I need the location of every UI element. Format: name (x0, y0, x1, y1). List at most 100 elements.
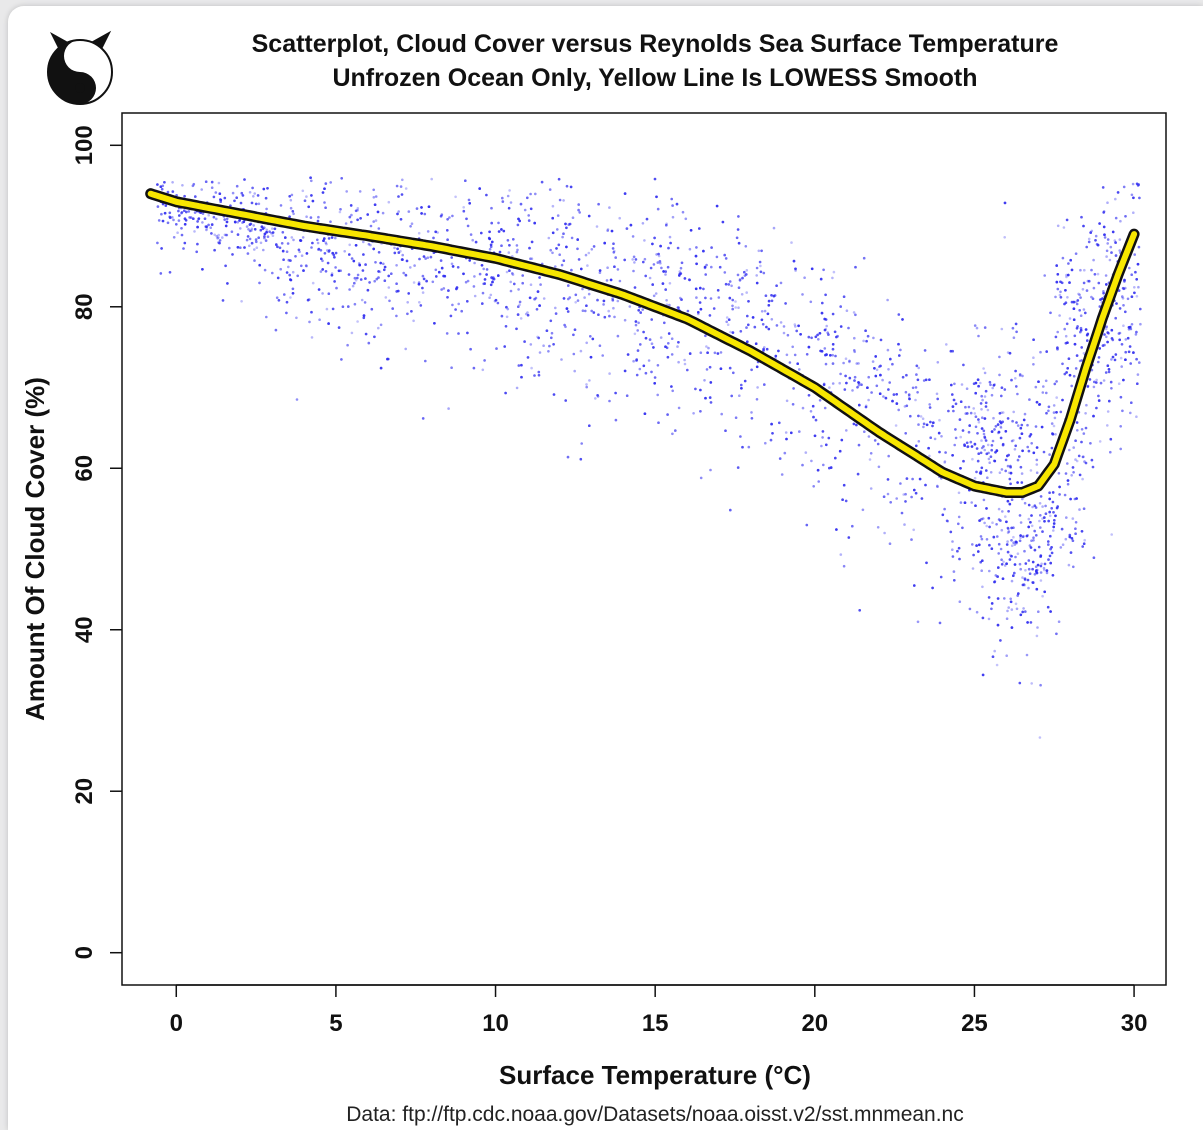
chart-frame (8, 6, 1203, 1130)
scatter-point (1116, 191, 1120, 194)
scatter-point (240, 191, 244, 195)
scatter-point (737, 215, 740, 218)
scatter-point (373, 203, 377, 206)
scatter-point (810, 336, 813, 340)
scatter-point (225, 233, 229, 237)
scatter-point (782, 331, 786, 335)
scatter-point (888, 542, 892, 545)
scatter-point (665, 299, 668, 302)
scatter-point (265, 207, 268, 211)
scatter-point (852, 422, 856, 426)
scatter-point (1007, 606, 1010, 609)
scatter-point (426, 230, 430, 233)
scatter-point (1003, 236, 1006, 239)
scatter-point (551, 231, 555, 235)
scatter-point (529, 283, 533, 287)
scatter-point (978, 519, 981, 522)
scatter-point (750, 417, 754, 420)
scatter-point (1052, 525, 1055, 529)
scatter-point (1124, 215, 1127, 218)
scatter-point (1000, 468, 1004, 471)
scatter-point (1092, 556, 1096, 559)
scatter-point (1055, 411, 1058, 414)
scatter-point (834, 456, 837, 460)
scatter-point (927, 446, 930, 450)
scatter-point (870, 391, 873, 394)
scatter-point (692, 412, 695, 415)
scatter-point (947, 409, 950, 413)
scatter-point (799, 333, 802, 336)
scatter-point (718, 265, 722, 269)
scatter-point (448, 216, 451, 219)
scatter-point (372, 196, 376, 199)
scatter-point (598, 269, 602, 272)
scatter-point (259, 228, 263, 232)
scatter-point (1138, 361, 1141, 364)
scatter-point (709, 468, 712, 472)
scatter-point (1138, 196, 1141, 200)
scatter-point (929, 436, 932, 440)
scatter-point (330, 236, 334, 239)
scatter-point (557, 177, 561, 181)
scatter-point (493, 299, 497, 303)
scatter-point (1118, 238, 1122, 241)
scatter-point (446, 238, 449, 241)
scatter-point (997, 507, 1001, 511)
scatter-point (1097, 281, 1101, 285)
scatter-point (509, 289, 513, 293)
scatter-point (657, 421, 660, 425)
scatter-point (233, 199, 236, 203)
scatter-point (899, 482, 902, 485)
scatter-point (882, 395, 885, 398)
scatter-point (872, 336, 875, 340)
scatter-point (1035, 571, 1039, 575)
scatter-point (1085, 333, 1089, 337)
scatter-point (418, 301, 421, 304)
scatter-point (265, 228, 269, 232)
scatter-point (1012, 526, 1015, 529)
scatter-point (166, 221, 170, 225)
scatter-point (819, 277, 823, 281)
scatter-point (704, 296, 707, 300)
scatter-point (1124, 358, 1127, 362)
scatter-point (671, 389, 674, 393)
scatter-point (362, 253, 365, 256)
scatter-point (999, 425, 1003, 429)
scatter-point (1021, 610, 1024, 614)
scatter-point (980, 394, 983, 398)
scatter-point (943, 460, 947, 463)
scatter-point (704, 334, 707, 338)
scatter-point (910, 495, 913, 499)
scatter-point (457, 302, 461, 306)
scatter-point (888, 381, 891, 384)
scatter-point (513, 282, 516, 286)
scatter-point (731, 331, 735, 334)
scatter-point (727, 283, 731, 286)
scatter-point (210, 232, 213, 235)
scatter-point (449, 314, 453, 318)
scatter-point (1018, 539, 1022, 543)
scatter-point (1139, 322, 1142, 326)
scatter-point (842, 564, 846, 568)
scatter-point (845, 429, 848, 432)
scatter-point (1001, 510, 1004, 513)
scatter-point (905, 404, 909, 408)
scatter-point (1084, 461, 1088, 465)
scatter-point (182, 247, 185, 250)
scatter-point (861, 508, 865, 512)
scatter-point (798, 368, 801, 371)
scatter-point (1054, 335, 1058, 339)
scatter-point (940, 435, 943, 438)
scatter-point (256, 194, 260, 197)
scatter-point (730, 394, 733, 398)
scatter-point (308, 320, 311, 324)
scatter-point (975, 447, 979, 450)
scatter-point (1106, 238, 1110, 241)
scatter-point (1074, 527, 1077, 530)
scatter-point (1018, 436, 1022, 440)
scatter-point (1111, 338, 1115, 342)
scatter-point (686, 368, 689, 372)
scatter-point (585, 385, 588, 389)
scatter-point (1074, 367, 1078, 370)
scatter-point (587, 251, 591, 255)
